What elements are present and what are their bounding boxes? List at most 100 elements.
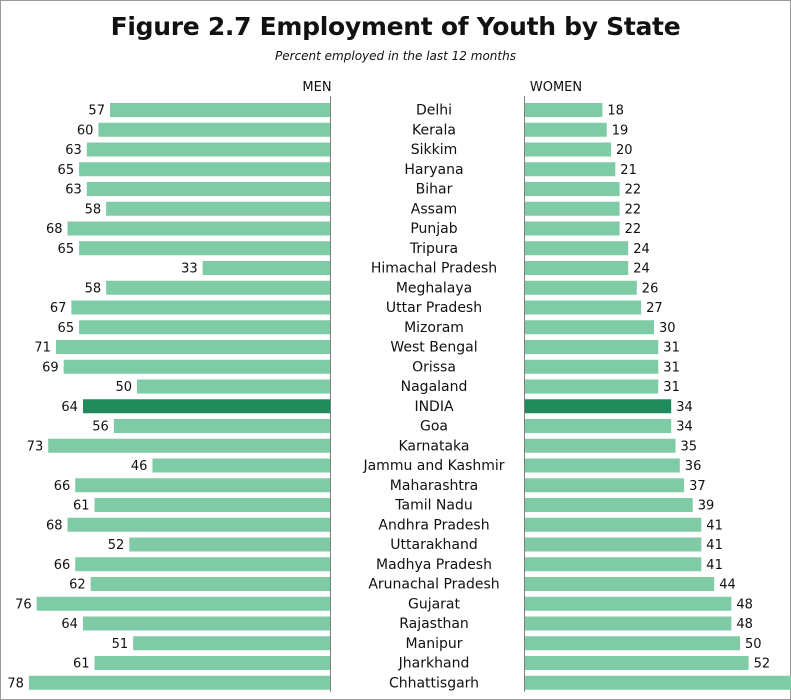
category-label: Kerala [412,122,456,138]
women-bar [525,557,702,572]
men-value-label: 51 [112,637,129,652]
men-value-label: 50 [115,380,132,395]
women-value-label: 20 [616,143,633,158]
men-bar [67,517,331,532]
women-bar [525,201,620,216]
men-value-label: 33 [181,262,198,277]
women-value-label: 39 [698,499,715,514]
category-label: Andhra Pradesh [378,517,489,533]
category-label: Delhi [416,103,452,119]
category-label: Jammu and Kashmir [362,458,504,474]
category-label: Goa [420,419,448,435]
men-bar [86,142,330,157]
men-bar [71,300,330,315]
women-bar [525,577,715,591]
women-bar [525,320,654,335]
women-value-label: 27 [646,301,663,316]
men-bar [129,537,330,552]
women-bar [525,478,685,493]
men-value-label: 57 [88,104,105,119]
category-label: Bihar [416,182,453,198]
men-bar [82,616,331,631]
women-bar [525,340,659,354]
women-value-label: 24 [633,242,650,257]
women-value-label: 19 [612,123,629,138]
men-bar [109,103,330,117]
men-bar [106,280,331,295]
men-value-label: 63 [65,143,82,158]
men-bar [137,379,330,394]
women-value-label: 41 [706,518,723,533]
women-bar [525,221,620,236]
men-value-label: 67 [50,301,67,316]
women-value-label: 22 [625,202,642,217]
men-value-label: 73 [27,439,44,454]
category-label: Himachal Pradesh [371,261,497,277]
category-label: Tripura [409,241,458,257]
women-bar [525,498,693,512]
women-value-label: 41 [706,538,723,553]
men-bar [48,438,330,453]
men-value-label: 64 [61,617,78,632]
women-value-label: 36 [685,459,702,474]
category-label: Arunachal Pradesh [368,577,499,593]
men-value-label: 65 [58,242,75,257]
category-label: Jharkhand [398,656,470,672]
men-bar [55,340,330,354]
men-value-label: 64 [61,400,78,415]
men-bar [202,261,330,275]
men-bar [106,201,331,216]
women-bar [525,359,659,374]
women-value-label: 34 [676,400,693,415]
men-value-label: 76 [15,597,32,612]
women-bar [525,261,629,275]
men-bar [133,636,330,651]
women-bar [525,162,616,177]
women-bar [525,656,749,670]
men-value-label: 68 [46,518,63,533]
men-value-label: 65 [58,163,75,178]
men-bar [36,596,330,611]
women-value-label: 22 [625,222,642,237]
men-value-label: 61 [73,657,90,672]
women-value-label: 21 [620,163,637,178]
category-label: Orissa [412,359,456,375]
women-value-label: 31 [663,341,680,356]
women-bar [525,142,611,157]
women-bar [525,182,620,196]
women-bar [525,517,702,532]
women-value-label: 35 [681,439,698,454]
women-bar [525,399,672,414]
men-bar [152,458,330,473]
category-label: Sikkim [411,142,458,158]
men-bar [28,675,330,690]
men-bar [75,557,331,572]
men-value-label: 78 [7,676,24,691]
women-value-label: 44 [719,578,736,593]
women-value-label: 22 [625,183,642,198]
men-value-label: 52 [108,538,125,553]
women-value-label: 30 [659,321,676,336]
women-value-label: 37 [689,479,706,494]
men-bar [75,478,331,493]
men-value-label: 71 [34,341,51,356]
women-bar [525,675,791,690]
women-bar [525,596,732,611]
category-label: Mizoram [404,320,464,336]
men-bar [63,359,330,374]
women-bar [525,636,740,651]
women-value-label: 50 [745,637,762,652]
men-bar [94,498,330,512]
men-value-label: 60 [77,123,94,138]
women-bar [525,280,637,295]
men-bar [94,656,330,670]
men-header: MEN [302,80,331,95]
women-bar [525,122,607,137]
category-label: Uttarakhand [390,537,477,553]
men-bar [113,419,330,433]
women-value-label: 31 [663,360,680,375]
women-value-label: 48 [736,597,753,612]
men-value-label: 58 [85,281,102,296]
women-bar [525,537,702,552]
